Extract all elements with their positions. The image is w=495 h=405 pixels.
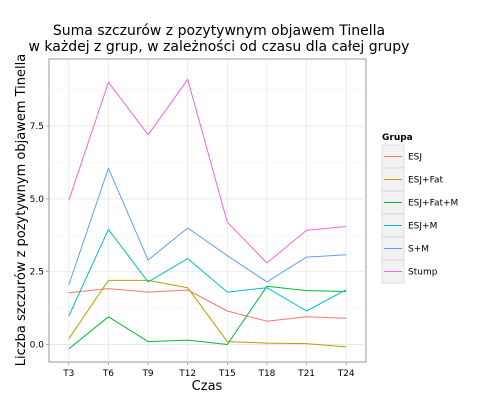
- legend-label-esj-fat: ESJ+Fat: [408, 176, 443, 186]
- plot-panel: [48, 58, 367, 363]
- legend-label-esj: ESJ: [408, 153, 422, 163]
- y-tick-label: 0.0: [30, 341, 45, 351]
- series-layer: [68, 78, 347, 350]
- x-axis-title: Czas: [192, 379, 223, 394]
- legend-label-s-m: S+M: [408, 245, 429, 255]
- legend-title: Grupa: [382, 133, 413, 143]
- x-tick-label: T3: [62, 369, 74, 379]
- y-axis: 0.0 2.5 5.0 7.5: [30, 122, 49, 351]
- series-line-esj-fat: [68, 279, 347, 348]
- legend-label-esj-fat-m: ESJ+Fat+M: [408, 199, 458, 209]
- y-axis-title: Liczba szczurów z pozytywnym objawem Tin…: [14, 54, 29, 366]
- x-tick-label: T15: [218, 369, 236, 379]
- y-tick-label: 2.5: [30, 268, 44, 278]
- x-tick-label: T12: [178, 369, 196, 379]
- series-line-stump: [68, 78, 347, 264]
- chart-subtitle: w każdej z grup, w zależności od czasu d…: [29, 39, 410, 55]
- x-tick-label: T18: [257, 369, 275, 379]
- chart-title: Suma szczurów z pozytywnym objawem Tinel…: [53, 23, 385, 39]
- legend-label-stump: Stump: [408, 268, 438, 278]
- y-tick-label: 7.5: [30, 122, 44, 132]
- y-tick-label: 5.0: [30, 195, 45, 205]
- series-line-esj-m: [68, 228, 347, 317]
- series-line-esj: [68, 288, 347, 322]
- series-line-s-m: [68, 167, 347, 285]
- legend-label-esj-m: ESJ+M: [408, 222, 437, 232]
- x-tick-label: T24: [337, 369, 355, 379]
- x-tick-label: T9: [141, 369, 153, 379]
- x-tick-label: T6: [102, 369, 114, 379]
- x-axis: T3 T6 T9 T12 T15 T18 T21 T24: [62, 362, 355, 379]
- series-line-esj-fat-m: [68, 285, 347, 350]
- x-tick-label: T21: [297, 369, 315, 379]
- legend: Grupa ESJ ESJ+Fat ESJ+Fat+M ESJ+M S+M Stump: [381, 133, 458, 284]
